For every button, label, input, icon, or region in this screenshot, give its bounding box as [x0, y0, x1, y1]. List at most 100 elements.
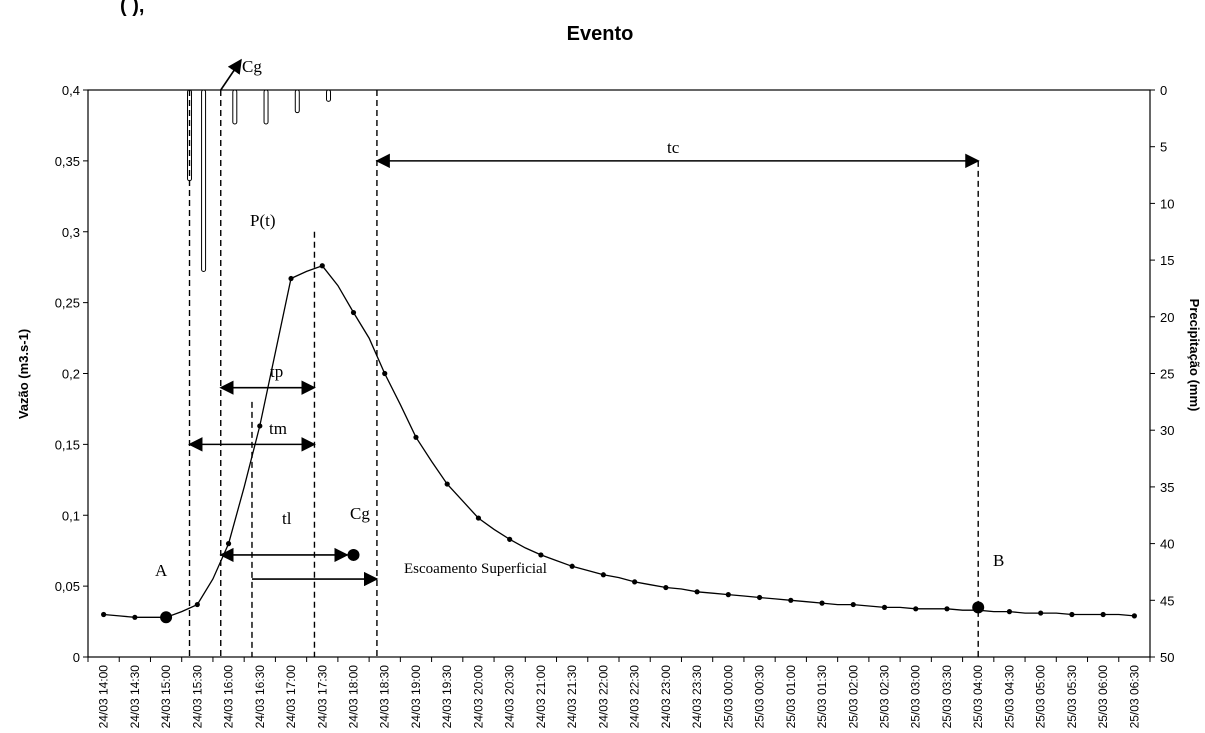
discharge-point: [788, 597, 794, 603]
key-point-cg: [347, 548, 360, 561]
y-tick-left-label: 0,35: [55, 154, 80, 169]
x-tick-label: 25/03 04:00: [971, 665, 985, 729]
discharge-point: [632, 579, 638, 585]
x-tick-label: 24/03 18:00: [347, 665, 361, 729]
discharge-point: [319, 263, 325, 269]
y-axis-right-label: Precipitação (mm): [1187, 299, 1202, 412]
x-tick-label: 24/03 17:30: [315, 665, 329, 729]
x-tick-label: 25/03 06:00: [1096, 665, 1110, 729]
x-tick-label: 24/03 19:00: [409, 665, 423, 729]
y-tick-right-label: 35: [1160, 480, 1174, 495]
x-tick-label: 25/03 03:00: [909, 665, 923, 729]
x-tick-label: 24/03 20:30: [503, 665, 517, 729]
annotation-tp: tp: [270, 362, 283, 381]
discharge-point: [694, 589, 700, 595]
discharge-point: [663, 584, 669, 591]
y-tick-right-label: 10: [1160, 196, 1174, 211]
precipitation-bar: [232, 89, 238, 125]
x-ticks: 24/03 14:00 24/03 14:30 24/03 15:00 24/03 1…: [87, 657, 1151, 729]
x-tick-label: 24/03 15:30: [190, 665, 204, 729]
annotation-b: B: [993, 551, 1004, 570]
y-tick-right-label: 20: [1160, 310, 1174, 325]
x-tick-label: 24/03 20:00: [471, 665, 485, 729]
discharge-point: [569, 563, 575, 569]
discharge-point: [1131, 613, 1137, 619]
y-tick-right-label: 45: [1160, 593, 1174, 608]
x-tick-label: 25/03 00:00: [721, 665, 735, 729]
interval-arrows: [188, 58, 980, 587]
y-tick-left-label: 0,05: [55, 579, 80, 594]
y-tick-left-label: 0,3: [62, 225, 80, 240]
discharge-point: [756, 594, 763, 601]
precipitation-bar: [326, 89, 332, 102]
cg-top-arrow: [220, 58, 242, 91]
annotation-cg-point: Cg: [350, 504, 370, 523]
discharge-point: [1069, 611, 1075, 618]
x-tick-label: 25/03 02:30: [878, 665, 892, 729]
y-tick-right-label: 40: [1160, 537, 1174, 552]
x-tick-label: 25/03 05:30: [1065, 665, 1079, 729]
y-ticks-right: 0 5 10 15 20 25 30 35 40 45 50: [1150, 83, 1174, 665]
annotation-tm: tm: [269, 419, 287, 438]
x-tick-label: 25/03 06:30: [1127, 665, 1141, 729]
discharge-point: [194, 601, 200, 608]
x-tick-label: 25/03 03:30: [940, 665, 954, 729]
discharge-point: [350, 309, 357, 316]
discharge-point: [850, 601, 856, 608]
discharge-point: [725, 592, 731, 598]
x-tick-label: 25/03 04:30: [1002, 665, 1016, 729]
discharge-point: [382, 370, 388, 377]
discharge-point: [1038, 610, 1044, 616]
x-tick-label: 24/03 14:30: [128, 665, 142, 729]
precipitation-bar: [201, 89, 207, 272]
annotation-tc: tc: [667, 138, 680, 157]
discharge-point: [507, 536, 513, 542]
discharge-point: [913, 606, 919, 612]
x-tick-label: 24/03 17:00: [284, 665, 298, 729]
y-tick-left-label: 0,25: [55, 296, 80, 311]
x-tick-label: 24/03 22:30: [628, 665, 642, 729]
discharge-point: [257, 423, 263, 429]
annotation-cg-top: Cg: [242, 57, 262, 76]
y-tick-left-label: 0: [73, 650, 80, 665]
discharge-point: [1100, 611, 1106, 618]
dashed-time-markers: [188, 90, 979, 657]
x-tick-label: 24/03 21:30: [565, 665, 579, 729]
x-tick-label: 24/03 16:00: [222, 665, 236, 729]
x-tick-label: 24/03 21:00: [534, 665, 548, 729]
key-point-a: [160, 611, 173, 624]
precipitation-bar: [294, 89, 300, 114]
y-tick-right-label: 30: [1160, 423, 1174, 438]
y-tick-right-label: 5: [1160, 140, 1167, 155]
precipitation-bar: [263, 89, 269, 125]
y-axis-left-label: Vazão (m3.s-1): [16, 329, 31, 419]
y-tick-left-label: 0,15: [55, 437, 80, 452]
discharge-point: [101, 611, 107, 618]
annotation-escoamento: Escoamento Superficial: [404, 561, 547, 577]
discharge-point: [944, 606, 950, 612]
plot-area: [87, 89, 1151, 658]
x-tick-label: 25/03 02:00: [846, 665, 860, 729]
x-tick-label: 25/03 00:30: [753, 665, 767, 729]
discharge-point: [413, 434, 419, 440]
x-tick-label: 24/03 16:30: [253, 665, 267, 729]
x-tick-label: 25/03 01:30: [815, 665, 829, 729]
y-tick-left-label: 0,1: [62, 508, 80, 523]
y-ticks-left: 0 0,05 0,1 0,15 0,2 0,25 0,3 0,35 0,4: [55, 83, 88, 665]
x-tick-label: 25/03 05:00: [1034, 665, 1048, 729]
x-tick-label: 24/03 14:00: [97, 665, 111, 729]
x-tick-label: 24/03 18:30: [378, 665, 392, 729]
x-tick-label: 24/03 23:00: [659, 665, 673, 729]
x-tick-label: 24/03 23:30: [690, 665, 704, 729]
annotation-a: A: [155, 561, 168, 580]
discharge-line: [103, 265, 1135, 618]
y-tick-right-label: 15: [1160, 253, 1174, 268]
discharge-point: [132, 614, 138, 620]
discharge-point: [475, 515, 482, 521]
discharge-point: [444, 481, 450, 487]
discharge-point: [538, 552, 544, 558]
discharge-series: [101, 263, 1137, 624]
y-tick-left-label: 0,2: [62, 367, 80, 382]
discharge-point: [1006, 609, 1013, 615]
x-tick-label: 24/03 19:30: [440, 665, 454, 729]
